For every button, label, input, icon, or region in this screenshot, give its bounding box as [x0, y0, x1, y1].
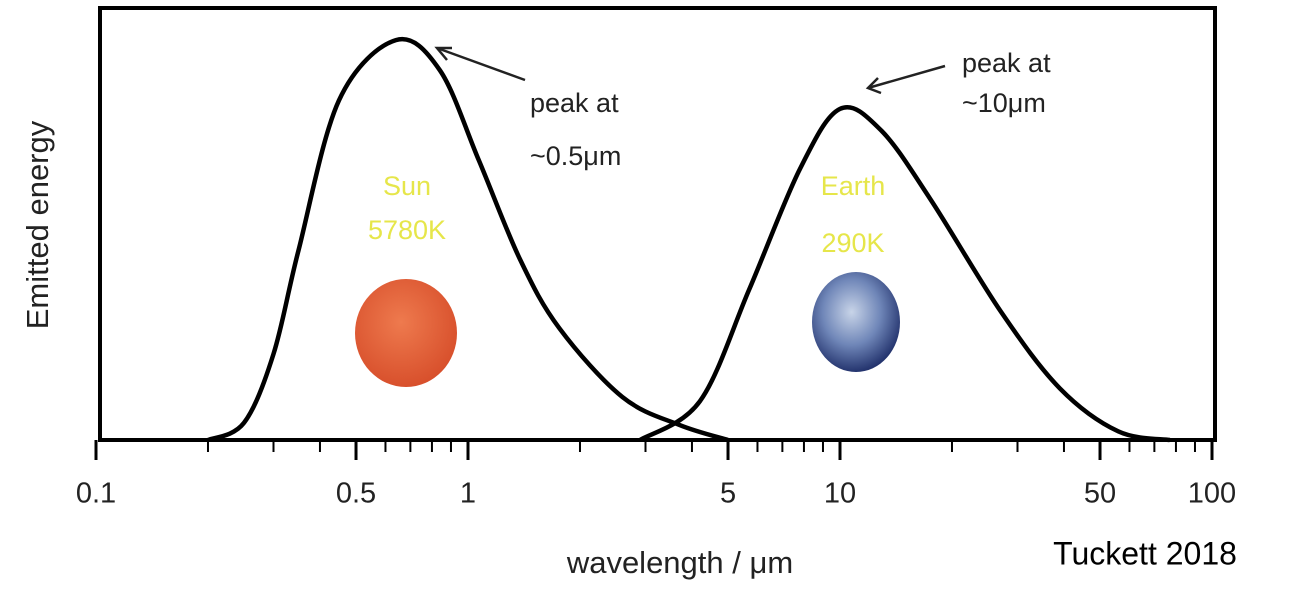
x-tick-label: 5: [720, 478, 736, 510]
arrow: [436, 46, 526, 82]
arrow: [867, 64, 946, 90]
x-tick-label: 0.5: [336, 478, 376, 510]
peak-annotation: peak at: [962, 48, 1051, 78]
arrow-head: [434, 46, 452, 61]
credit: Tuckett 2018: [1053, 535, 1237, 571]
x-tick-label: 50: [1084, 478, 1116, 510]
arrow-head: [865, 77, 882, 95]
series-line: [207, 36, 729, 443]
series-line: [638, 105, 1171, 443]
x-tick-label: 10: [824, 478, 856, 510]
earth-icon: [812, 272, 900, 372]
y-axis-title: Emitted energy: [20, 120, 55, 329]
x-tick-label: 0.1: [76, 478, 116, 510]
arrows: [434, 46, 946, 95]
x-axis-title: wavelength / μm: [566, 545, 793, 580]
x-tick-label: 100: [1188, 478, 1236, 510]
series-temperature: 5780K: [368, 215, 446, 245]
sun-icon: [355, 279, 457, 387]
x-tick-label: 1: [460, 478, 476, 510]
peak-annotation: ~10μm: [962, 88, 1046, 118]
series-name: Earth: [821, 171, 886, 201]
series-name: Sun: [383, 171, 431, 201]
peak-annotation: ~0.5μm: [530, 141, 621, 171]
series-temperature: 290K: [821, 228, 884, 258]
plot-frame: [98, 6, 1217, 442]
peak-annotation: peak at: [530, 88, 619, 118]
